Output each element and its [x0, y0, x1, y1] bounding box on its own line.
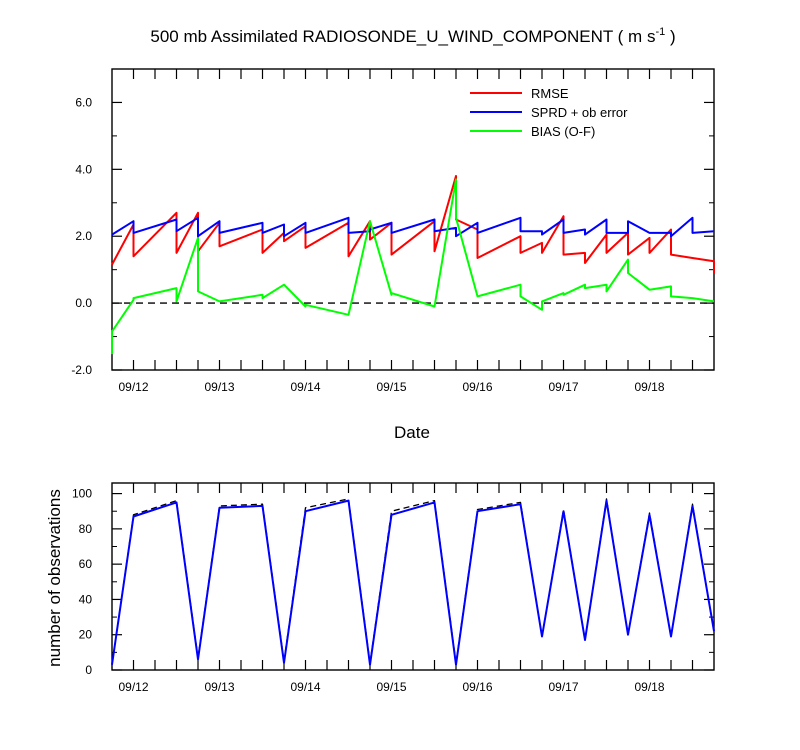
series-line-sprd-ob-error — [111, 216, 715, 238]
series-line-possible — [111, 498, 715, 665]
y-tick-label: 0.0 — [75, 296, 92, 310]
top-plot: 09/12 09/13 09/14 09/15 09/16 09/17 09/18 -2.0 0… — [71, 68, 715, 442]
y-tick-label: 4.0 — [75, 162, 92, 176]
bottom-plot: 09/12 09/13 09/14 09/15 09/16 09/17 09/18 0 20 40… — [45, 482, 715, 694]
y-tick-label: 0 — [85, 663, 92, 677]
x-tick-label: 09/18 — [634, 380, 664, 394]
plot-frame — [111, 482, 715, 671]
y-tick-label: -2.0 — [71, 363, 92, 377]
x-tick-label: 09/12 — [118, 680, 148, 694]
bottom-series-group — [111, 498, 715, 666]
y-axis-title-observations: number of observations — [45, 489, 64, 667]
x-tick-label: 09/18 — [634, 680, 664, 694]
chart-title: 500 mb Assimilated RADIOSONDE_U_WIND_COM… — [150, 26, 675, 46]
legend-label: RMSE — [531, 86, 569, 101]
series-line-rmse — [111, 175, 715, 273]
legend-label: BIAS (O-F) — [531, 124, 595, 139]
x-tick-label: 09/13 — [204, 380, 234, 394]
x-tick-label: 09/15 — [376, 380, 406, 394]
y-tick-label: 6.0 — [75, 95, 92, 109]
top-axes: 09/12 09/13 09/14 09/15 09/16 09/17 09/18 -2.0 0… — [71, 68, 715, 394]
x-tick-label: 09/17 — [548, 380, 578, 394]
y-tick-label: 60 — [79, 557, 93, 571]
x-axis-title: Date — [394, 423, 430, 442]
x-tick-label: 09/16 — [462, 680, 492, 694]
x-tick-label: 09/12 — [118, 380, 148, 394]
x-tick-label: 09/14 — [290, 680, 320, 694]
y-tick-label: 80 — [79, 522, 93, 536]
legend-label: SPRD + ob error — [531, 105, 628, 120]
legend: RMSE SPRD + ob error BIAS (O-F) — [470, 86, 628, 139]
series-line-assimilated — [111, 499, 715, 666]
x-tick-label: 09/15 — [376, 680, 406, 694]
x-tick-label: 09/16 — [462, 380, 492, 394]
x-tick-label: 09/14 — [290, 380, 320, 394]
x-tick-label: 09/13 — [204, 680, 234, 694]
y-tick-label: 2.0 — [75, 229, 92, 243]
x-tick-label: 09/17 — [548, 680, 578, 694]
y-tick-label: 100 — [72, 487, 92, 501]
top-series-group — [111, 175, 715, 355]
y-tick-label: 20 — [79, 628, 93, 642]
series-line-bias-o-f — [111, 178, 715, 355]
y-tick-label: 40 — [79, 592, 93, 606]
